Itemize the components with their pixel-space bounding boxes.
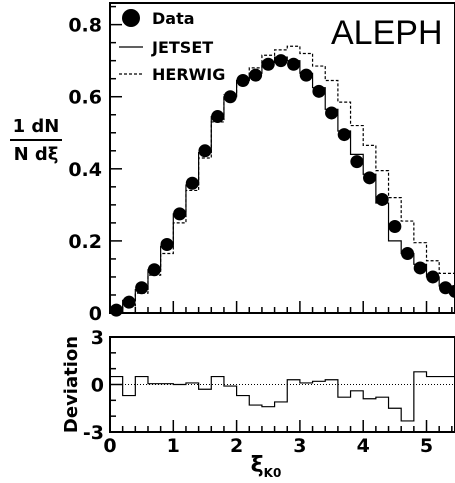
data-point: [109, 303, 123, 317]
data-point: [274, 54, 288, 68]
data-point: [448, 284, 455, 298]
deviation-y-axis-label: Deviation: [61, 336, 82, 433]
x-tick-label: 1: [167, 435, 180, 457]
data-point: [135, 281, 149, 295]
experiment-label: ALEPH: [331, 14, 443, 52]
data-point: [375, 192, 389, 206]
legend-label-herwig: HERWIG: [152, 65, 225, 84]
data-point: [198, 144, 212, 158]
y-tick-label: 0.2: [68, 231, 102, 253]
data-point: [350, 155, 364, 169]
deviation-y-tick-label: 0: [91, 375, 104, 397]
legend: Data JETSET HERWIG: [119, 9, 225, 84]
y-label-denominator: N dξ: [14, 144, 59, 165]
deviation-histogram-line: [110, 371, 455, 422]
y-tick-label: 0.8: [68, 15, 102, 37]
data-point: [185, 176, 199, 190]
data-point: [147, 263, 161, 277]
jetset-histogram-line: [110, 56, 455, 310]
data-point: [413, 261, 427, 275]
deviation-histogram: [110, 371, 455, 422]
data-point: [287, 57, 301, 71]
data-point: [249, 68, 263, 82]
data-point: [325, 106, 339, 120]
data-point: [261, 57, 275, 71]
herwig-histogram-line: [110, 45, 455, 312]
deviation-y-tick-label: 3: [91, 327, 104, 349]
deviation-y-tick-label: -3: [83, 422, 104, 444]
main-y-tick-labels: 0 0.2 0.4 0.6 0.8: [68, 15, 102, 325]
data-point: [299, 68, 313, 82]
data-point: [337, 128, 351, 142]
herwig-histogram: [110, 45, 455, 312]
data-point: [312, 84, 326, 98]
data-point: [401, 247, 415, 261]
y-tick-label: 0.4: [68, 159, 102, 181]
data-point: [426, 270, 440, 284]
x-tick-label: 3: [293, 435, 306, 457]
x-axis-label: ξK0: [251, 453, 282, 480]
main-plot-frame: [109, 2, 455, 314]
main-y-axis-label: 1 dN N dξ: [10, 116, 62, 165]
data-point: [122, 295, 136, 309]
data-point: [223, 90, 237, 104]
main-axis-ticks: [109, 5, 453, 314]
deviation-y-tick-labels: -3 0 3: [83, 327, 104, 444]
x-tick-label: 2: [230, 435, 243, 457]
x-axis-label-subscript: K0: [264, 466, 282, 480]
legend-marker-data: [122, 9, 140, 27]
x-tick-label: 5: [420, 435, 433, 457]
data-point: [388, 219, 402, 233]
y-tick-label: 0.6: [68, 87, 102, 109]
legend-label-data: Data: [152, 9, 195, 28]
data-points: [109, 54, 455, 317]
data-point: [211, 110, 225, 124]
jetset-histogram: [110, 56, 455, 310]
data-point: [160, 238, 174, 252]
x-tick-label: 0: [103, 435, 116, 457]
y-tick-label: 0: [89, 303, 102, 325]
x-axis-label-symbol: ξ: [251, 453, 264, 478]
main-distribution-panel: 0 0.2 0.4 0.6 0.8 ALEPH Data JETSET HERWIG 1…: [10, 2, 455, 325]
data-point: [236, 74, 250, 87]
x-tick-label: 4: [357, 435, 370, 457]
y-label-numerator: 1 dN: [13, 116, 60, 137]
data-point: [173, 207, 187, 221]
data-point: [363, 171, 377, 185]
deviation-axis-ticks: [109, 336, 453, 433]
x-tick-labels: 0 1 2 3 4 5: [103, 435, 433, 457]
legend-label-jetset: JETSET: [151, 38, 213, 57]
